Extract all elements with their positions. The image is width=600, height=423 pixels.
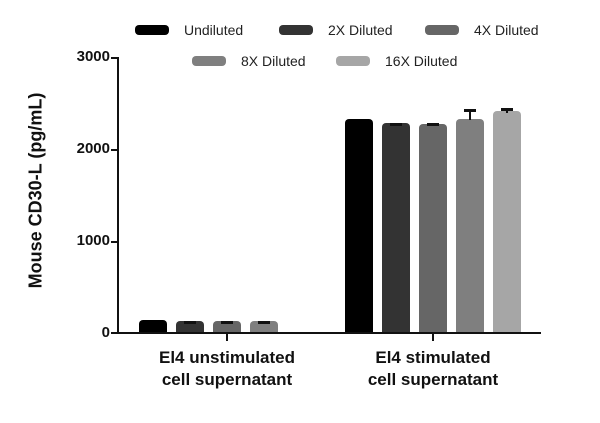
legend-item-4x: 4X Diluted: [425, 22, 539, 38]
y-tick-mark: [111, 332, 118, 334]
bar-stim-2x: [382, 123, 410, 332]
y-tick-label: 0: [101, 324, 110, 341]
error-cap: [427, 123, 439, 126]
y-axis-label: Mouse CD30-L (pg/mL): [25, 92, 46, 289]
legend-label: 2X Diluted: [328, 22, 393, 38]
legend-item-8x: 8X Diluted: [192, 53, 306, 69]
y-axis: [117, 57, 119, 334]
x-axis: [117, 332, 541, 334]
legend-swatch: [336, 56, 370, 66]
error-cap: [184, 321, 196, 324]
error-cap: [258, 321, 270, 324]
x-category-label-unstimulated: El4 unstimulated cell supernatant: [117, 347, 337, 391]
legend-swatch: [425, 25, 459, 35]
y-tick-mark: [111, 149, 118, 151]
bar-stim-undiluted: [345, 119, 373, 332]
bar-unstim-4x: [213, 321, 241, 332]
bar-unstim-2x: [176, 321, 204, 332]
bar-unstim-8x: [250, 321, 278, 332]
x-category-label-stimulated: El4 stimulated cell supernatant: [323, 347, 543, 391]
y-tick-label: 3000: [76, 48, 110, 65]
legend-label: 8X Diluted: [241, 53, 306, 69]
y-tick-label: 1000: [76, 232, 110, 249]
bar-stim-4x: [419, 124, 447, 332]
legend-label: 4X Diluted: [474, 22, 539, 38]
legend-swatch: [135, 25, 169, 35]
bar-unstim-undiluted: [139, 320, 167, 332]
error-cap: [390, 123, 402, 126]
y-tick-mark: [111, 241, 118, 243]
category-line: El4 stimulated: [375, 348, 491, 367]
y-tick-label: 2000: [76, 140, 110, 157]
error-cap: [464, 109, 476, 112]
y-tick-mark: [111, 57, 118, 59]
category-line: cell supernatant: [367, 370, 499, 389]
category-line: cell supernatant: [161, 370, 293, 389]
error-bar: [469, 110, 471, 120]
legend-item-16x: 16X Diluted: [336, 53, 457, 69]
error-bar: [506, 109, 508, 113]
legend-swatch: [192, 56, 226, 66]
legend-swatch: [279, 25, 313, 35]
x-tick-mark: [226, 334, 228, 341]
legend-item-2x: 2X Diluted: [279, 22, 393, 38]
x-tick-mark: [432, 334, 434, 341]
legend-label: 16X Diluted: [385, 53, 458, 69]
category-line: El4 unstimulated: [158, 348, 296, 367]
legend-label: Undiluted: [184, 22, 244, 38]
error-cap: [501, 108, 513, 111]
bar-stim-16x: [493, 111, 521, 332]
legend-item-undiluted: Undiluted: [135, 22, 243, 38]
bar-stim-8x: [456, 119, 484, 332]
error-cap: [221, 321, 233, 324]
